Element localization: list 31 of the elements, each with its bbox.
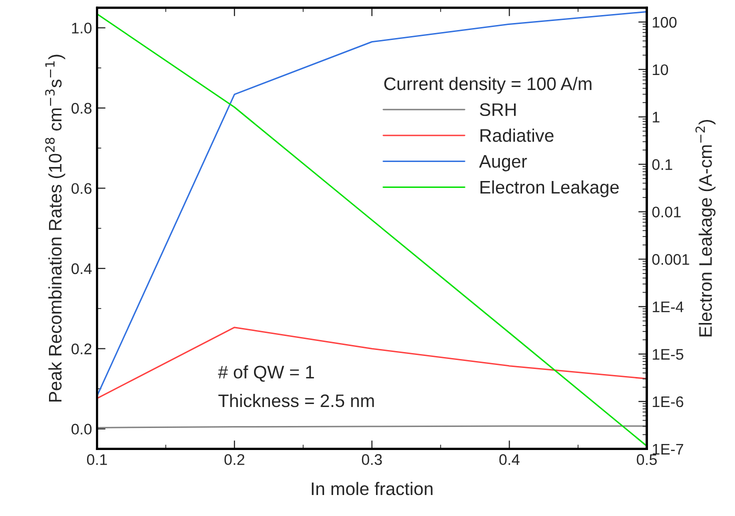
- y-tick-label: 0.6: [72, 183, 92, 194]
- x-axis-title: In mole fraction: [312, 482, 432, 496]
- legend-title: Current density = 100 A/m: [384, 76, 592, 94]
- legend-label: Auger: [479, 155, 527, 172]
- y2-tick-label: 0.1: [652, 159, 672, 170]
- y-tick-label: 0.0: [72, 424, 92, 435]
- x-tick-label: 0.3: [362, 454, 382, 466]
- y2-tick-label: 1E-4: [652, 302, 684, 312]
- y2-tick-label: 1: [652, 112, 660, 122]
- y2-tick-label: 1E-6: [652, 396, 684, 408]
- y2-tick-label: 1E-7: [652, 444, 684, 454]
- annotation: Thickness = 2.5 nm: [218, 394, 374, 408]
- y2-tick-label: 0.01: [652, 206, 681, 218]
- legend-label: SRH: [480, 103, 516, 116]
- x-tick-label: 0.4: [499, 454, 520, 466]
- y-tick-label: 0.2: [72, 344, 92, 354]
- y2-tick-label: 0.001: [652, 254, 690, 265]
- y2-axis-title: Electron Leakage (A-cm$^{−2}$): [695, 120, 716, 336]
- y-tick-label: 1.0: [72, 22, 92, 34]
- y-tick-label: 0.4: [72, 263, 92, 274]
- x-tick-label: 0.2: [224, 454, 244, 466]
- annotation: # of QW = 1: [218, 365, 314, 382]
- x-tick-label: 0.1: [87, 454, 107, 466]
- y-axis-title: Peak Recombination Rates (10$^{28}$ cm$^{−3}$s$^{−1}$): [45, 54, 66, 402]
- legend-label: Electron Leakage: [480, 180, 619, 198]
- y2-tick-label: 1E-5: [652, 349, 684, 360]
- y-tick-label: 0.8: [72, 102, 92, 114]
- y2-tick-label: 100: [652, 16, 677, 28]
- y2-tick-label: 10: [652, 64, 668, 76]
- x-tick-label: 0.5: [636, 454, 657, 466]
- legend-label: Radiative: [480, 128, 554, 142]
